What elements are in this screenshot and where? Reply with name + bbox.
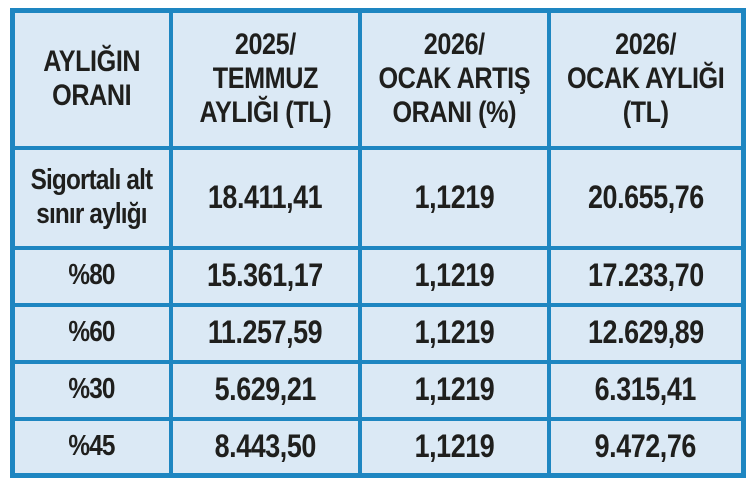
cell-value: 1,1219: [414, 314, 494, 351]
cell-value: 20.655,76: [587, 178, 704, 215]
cell-value: 9.472,76: [595, 427, 697, 464]
table-row: %45 8.443,50 1,1219 9.472,76: [10, 416, 746, 478]
value-cell: 20.655,76: [546, 145, 746, 250]
table-row: Sigortalı alt sınır aylığı 18.411,41 1,1…: [10, 145, 746, 250]
table-row: %30 5.629,21 1,1219 6.315,41: [10, 359, 746, 421]
value-cell: 1,1219: [357, 359, 551, 421]
value-cell: 15.361,17: [168, 245, 362, 307]
row-label: Sigortalı alt sınır aylığı: [30, 164, 154, 230]
row-label: %60: [68, 316, 116, 349]
cell-value: 5.629,21: [214, 371, 316, 408]
value-cell: 11.257,59: [168, 302, 362, 364]
value-cell: 1,1219: [357, 302, 551, 364]
header-text: 2026/ OCAK AYLIĞI (TL): [567, 28, 725, 130]
cell-value: 17.233,70: [587, 257, 704, 294]
cell-value: 8.443,50: [214, 427, 316, 464]
value-cell: 1,1219: [357, 145, 551, 250]
table-row: %60 11.257,59 1,1219 12.629,89: [10, 302, 746, 364]
pension-rate-table: AYLIĞIN ORANI 2025/ TEMMUZ AYLIĞI (TL) 2…: [10, 8, 746, 478]
value-cell: 12.629,89: [546, 302, 746, 364]
value-cell: 1,1219: [357, 416, 551, 478]
value-cell: 5.629,21: [168, 359, 362, 421]
cell-value: 18.411,41: [207, 178, 323, 215]
row-label: %80: [68, 259, 116, 292]
cell-value: 1,1219: [414, 427, 494, 464]
value-cell: 1,1219: [357, 245, 551, 307]
cell-value: 12.629,89: [587, 314, 704, 351]
cell-value: 11.257,59: [207, 314, 323, 351]
header-text: AYLIĞIN ORANI: [43, 45, 141, 113]
header-cell-2026-artis-orani: 2026/ OCAK ARTIŞ ORANI (%): [357, 8, 551, 150]
cell-value: 1,1219: [414, 257, 494, 294]
cell-value: 1,1219: [414, 178, 494, 215]
cell-value: 6.315,41: [595, 371, 697, 408]
row-label-cell: Sigortalı alt sınır aylığı: [10, 145, 173, 250]
header-text: 2026/ OCAK ARTIŞ ORANI (%): [378, 28, 530, 130]
value-cell: 17.233,70: [546, 245, 746, 307]
row-label-cell: %45: [10, 416, 173, 478]
header-text: 2025/ TEMMUZ AYLIĞI (TL): [199, 28, 331, 130]
row-label: %30: [68, 373, 116, 406]
row-label-cell: %60: [10, 302, 173, 364]
header-cell-aylik-orani: AYLIĞIN ORANI: [10, 8, 173, 150]
header-cell-2025-temmuz: 2025/ TEMMUZ AYLIĞI (TL): [168, 8, 362, 150]
row-label-cell: %30: [10, 359, 173, 421]
table-row: %80 15.361,17 1,1219 17.233,70: [10, 245, 746, 307]
cell-value: 1,1219: [414, 371, 494, 408]
row-label-cell: %80: [10, 245, 173, 307]
value-cell: 8.443,50: [168, 416, 362, 478]
value-cell: 18.411,41: [168, 145, 362, 250]
cell-value: 15.361,17: [207, 257, 323, 294]
header-row: AYLIĞIN ORANI 2025/ TEMMUZ AYLIĞI (TL) 2…: [10, 8, 746, 150]
value-cell: 9.472,76: [546, 416, 746, 478]
value-cell: 6.315,41: [546, 359, 746, 421]
row-label: %45: [68, 430, 116, 463]
header-cell-2026-ocak-ayligi: 2026/ OCAK AYLIĞI (TL): [546, 8, 746, 150]
